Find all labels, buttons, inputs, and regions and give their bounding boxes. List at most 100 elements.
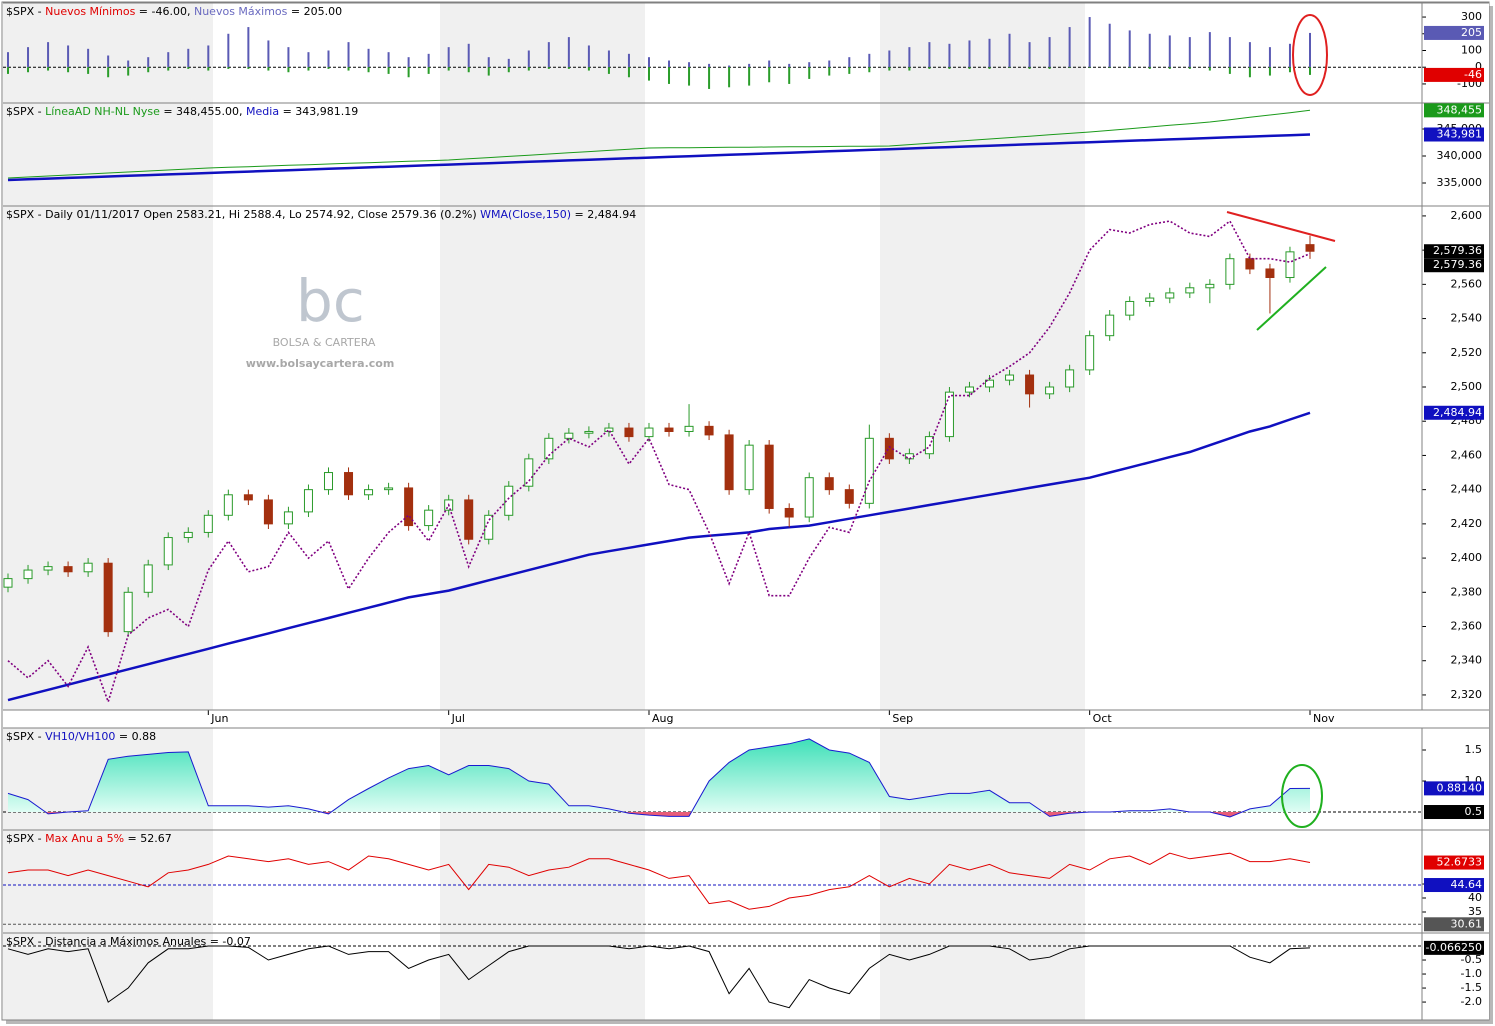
bar [247,67,250,69]
bar [47,67,50,71]
candle-body [203,514,213,533]
panel-title-part: $SPX - Distancia a Máximos Anuales = -0.… [6,935,251,948]
bar [267,40,270,68]
bar [1268,47,1271,68]
panel-title-part: VH10/VH100 [45,730,115,743]
y-tick-label: 2,340 [1451,654,1483,667]
bar [327,50,330,68]
y-tick-label: 2,360 [1451,620,1483,633]
bar [1288,67,1291,73]
candle-body [684,425,694,432]
y-tick-label: 2,400 [1451,551,1483,564]
panel-title-part: $SPX - [6,5,45,18]
bar [207,45,210,68]
bar [988,38,991,68]
y-tick-label: 2,460 [1451,448,1483,461]
panel-title-part: Nuevos Máximos [194,5,288,18]
panel-title-part: $SPX - [6,730,45,743]
bar [287,47,290,68]
panel-title: $SPX - VH10/VH100 = 0.88 [6,730,156,743]
value-tag-label: 2,484.94 [1433,406,1482,419]
series-line [7,411,1311,702]
bar [367,67,370,73]
candle-body [404,487,414,527]
bar [147,67,150,73]
candle-body [624,427,634,438]
candle-body [804,477,814,518]
bar [1088,17,1091,68]
bar [1128,67,1131,69]
candle-body [1185,287,1195,294]
bar [627,67,630,78]
value-tag-label: 0.5 [1465,805,1483,818]
bar [708,63,711,68]
bar [1088,67,1091,69]
x-tick-label: Oct [1093,712,1113,725]
value-tag-label: 30.61 [1451,917,1483,930]
y-tick-label: 35 [1468,905,1482,918]
series-line [7,852,1311,910]
panel-title-part: WMA(Close,150) [480,208,571,221]
value-tag [1424,878,1484,893]
bar [1108,67,1111,69]
panel-title-part: = 2,484.94 [571,208,636,221]
bar [467,67,470,73]
bar [647,57,650,68]
value-tag-label: 52.6733 [1437,856,1483,869]
candle-body [1085,335,1095,371]
candle-body [303,489,313,513]
bar [788,67,791,84]
bar [1208,67,1211,71]
bar [307,67,310,71]
value-tag [1424,855,1484,870]
bar [607,67,610,74]
bar [227,33,230,68]
bar [27,47,30,68]
bar [107,67,110,78]
y-tick-label: 2,320 [1451,688,1483,701]
bar [467,43,470,68]
candle-body [884,437,894,460]
bar [387,67,390,74]
bar [1108,23,1111,68]
panel-title-part: = 205.00 [287,5,342,18]
bar [1188,67,1191,69]
bar [1168,67,1171,69]
bar [67,67,70,73]
bar [1148,67,1151,69]
bar [1028,67,1031,69]
month-shade [3,3,213,1020]
bar [147,57,150,68]
bar [127,67,130,76]
bar [968,67,971,69]
bar [407,67,410,78]
value-tag-label: -0.066250 [1426,941,1482,954]
bar [127,60,130,68]
candle-body [83,562,93,573]
bar [507,58,510,68]
candle-body [183,531,193,539]
bar [527,67,530,71]
candle-body [43,566,53,571]
bar [7,52,9,68]
candle-body [764,444,774,509]
candle-body [364,489,374,496]
candle-body [784,507,794,518]
value-tag [1424,940,1484,955]
bar [167,52,170,68]
x-tick-label: Aug [652,712,673,725]
value-tag-label: 0.88140 [1437,781,1483,794]
candle-body [724,434,734,491]
bar [1168,35,1171,68]
bar [427,67,430,74]
bar [688,62,691,68]
value-tag-label: -46 [1464,68,1482,81]
value-tag [1424,258,1484,273]
panel-title-part: = 0.88 [115,730,156,743]
bar [287,67,290,73]
bar [107,55,110,68]
panel-title: $SPX - Nuevos Mínimos = -46.00, Nuevos M… [6,5,342,18]
date-axis-area [3,710,1422,728]
series-line [7,133,1311,182]
